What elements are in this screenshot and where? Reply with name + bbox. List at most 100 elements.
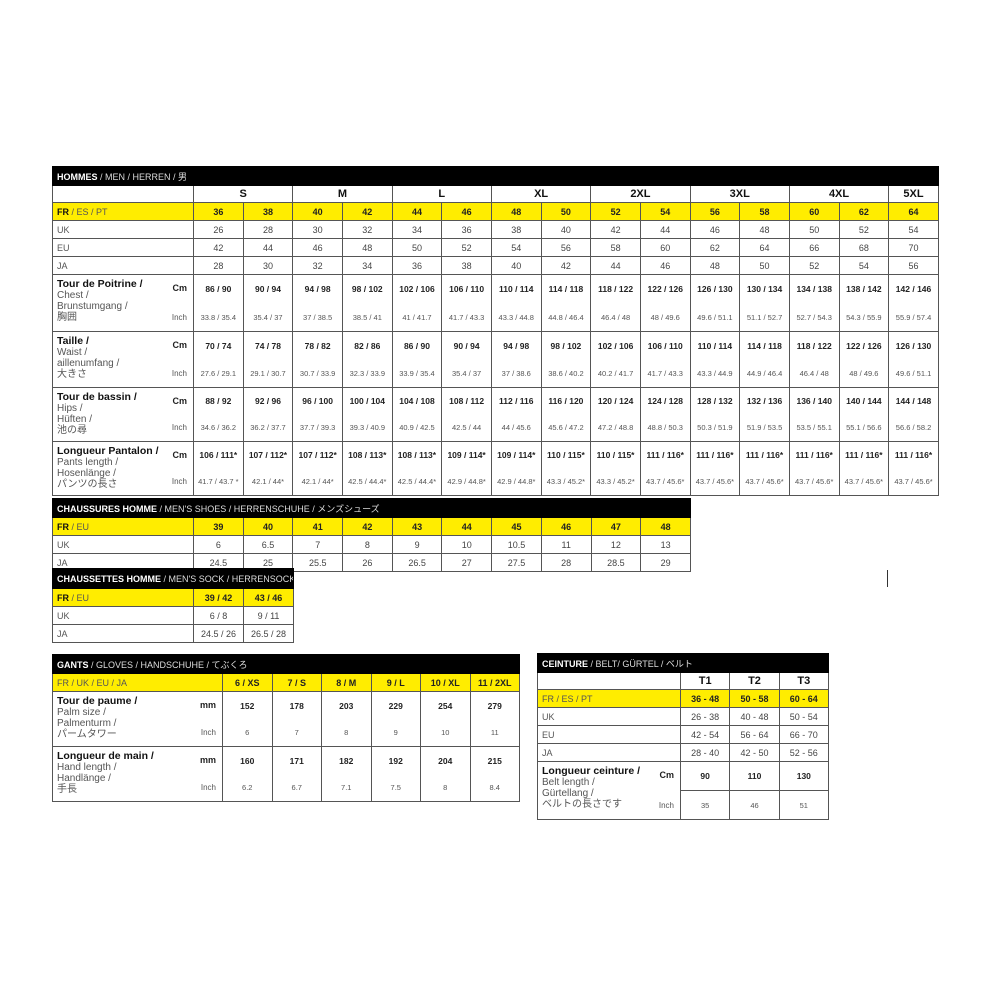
size-label: 2XL [590, 185, 691, 203]
size-cell: 66 - 70 [778, 725, 829, 744]
measure-name-line: Gürtellang / [542, 788, 594, 799]
measure-name-line: Hosenlänge / [57, 468, 116, 479]
measure-cell: 112 / 116 [490, 387, 542, 415]
size-row: FR / ES / PT 36 - 48 50 - 58 60 - 64 [537, 689, 829, 708]
row-label-rest: UK [57, 610, 70, 621]
measure-cell-inch: 49.6 / 51.1 [689, 303, 741, 332]
size-cell: 28 [242, 220, 294, 239]
measure-name-line: Hips / [57, 403, 83, 414]
size-cell: 42 [590, 220, 641, 239]
measure-cell-inch: 51 [778, 790, 829, 820]
measure-name-line: 池の尋 [57, 425, 87, 436]
size-cell: 7 / S [271, 673, 322, 692]
measure-cell-inch: 40.9 / 42.5 [391, 414, 443, 442]
row-label: FR / EU [52, 588, 194, 607]
size-row: FR / ES / PT 36 38 40 42 44 46 48 50 52 54 56 58 60 62… [52, 202, 939, 221]
measure-name-line: Hüften / [57, 414, 93, 425]
size-cell: 7 [292, 535, 344, 554]
row-label-rest: JA [57, 628, 68, 639]
size-cell: 39 [193, 517, 244, 536]
row-label: UK [537, 707, 681, 726]
size-cell: 54 [639, 202, 691, 221]
measure-row: Longueur Pantalon / Pants length / Hosenlä… [52, 441, 939, 496]
unit-label: mm [199, 700, 216, 710]
size-cell: 60 - 64 [778, 689, 829, 708]
size-cell: 52 [590, 202, 641, 221]
measure-cell: 74 / 78 [242, 331, 294, 360]
measure-cell: 130 [778, 761, 829, 791]
measure-row: Longueur ceinture / Belt length / Gürtella… [537, 761, 829, 820]
measure-cell-inch: 42.9 / 44.8* [490, 468, 542, 496]
measure-name-line: Longueur ceinture / [542, 765, 641, 777]
measure-name-line: 手長 [57, 784, 77, 795]
size-cell: 48 [689, 256, 741, 275]
measure-cell: 126 / 130 [689, 274, 741, 303]
size-row: JA 24.5 25 25.5 26 26.5 27 27.5 28 28.5 29 [52, 553, 692, 572]
measure-cell: 90 / 94 [242, 274, 294, 303]
size-cell: 10 / XL [420, 673, 471, 692]
measure-cell: 106 / 111* [193, 441, 244, 469]
size-cell: 46 [639, 256, 691, 275]
unit-label: Inch [171, 369, 187, 378]
row-label-rest: EU [542, 729, 555, 740]
measure-cell: 104 / 108 [391, 387, 443, 415]
measure-cell-inch: 56.6 / 58.2 [888, 414, 939, 442]
measure-cell-inch: 42.1 / 44* [242, 468, 294, 496]
measure-row-inch: 6.2 6.7 7.1 7.5 8 8.4 [53, 774, 520, 802]
measure-cell-inch: 7.5 [370, 774, 421, 802]
measure-name-line: 胸囲 [57, 312, 77, 323]
measure-cell-inch: 54.3 / 55.9 [838, 303, 890, 332]
measure-cell: 128 / 132 [689, 387, 741, 415]
size-cell: 54 [838, 256, 890, 275]
size-cell: 36 - 48 [679, 689, 731, 708]
measure-cell: 215 [469, 746, 520, 774]
size-cell: 50 [391, 238, 443, 257]
measure-cell-inch: 43.7 / 45.6* [739, 468, 790, 496]
size-label: M [292, 185, 393, 203]
measure-cell: 107 / 112* [292, 441, 343, 469]
measure-cell-inch: 44 / 45.6 [490, 414, 542, 442]
size-header-row: S M L XL 2XL 3XL 4XL 5XL [52, 185, 939, 203]
measure-cell: 94 / 98 [490, 331, 542, 360]
size-cell: 50 [788, 220, 840, 239]
measure-cell-inch: 42.5 / 44.4* [341, 468, 393, 496]
size-row: UK 26 - 38 40 - 48 50 - 54 [537, 707, 829, 726]
measure-cell-inch: 34.6 / 36.2 [193, 414, 244, 442]
measure-cell-inch: 37 / 38.6 [490, 359, 542, 388]
size-cell: 52 [441, 238, 492, 257]
measure-row: Longueur de main / Hand length / Handlänge… [52, 746, 520, 802]
size-cell: 28 [193, 256, 244, 275]
measure-cell: 126 / 130 [888, 331, 939, 360]
title-rest: / MEN'S SOCK / HERRENSOCKE / メンズソックス [163, 574, 293, 584]
title-rest: / MEN / HERREN / 男 [97, 171, 188, 182]
size-cell: 26 [342, 553, 393, 572]
measure-cell-inch: 6.7 [271, 774, 322, 802]
measure-row-inch: 34.6 / 36.2 36.2 / 37.7 37.7 / 39.3 39.3 / … [53, 414, 939, 442]
measure-cell: 111 / 116* [739, 441, 790, 469]
measure-cell-inch: 35.4 / 37 [441, 359, 492, 388]
measure-cell: 90 / 94 [441, 331, 492, 360]
measure-cell: 98 / 102 [341, 274, 393, 303]
size-cell: 44 [242, 238, 294, 257]
measure-cell-inch: 43.3 / 45.2* [590, 468, 641, 496]
measure-cell: 111 / 116* [689, 441, 741, 469]
size-cell: 36 [391, 256, 443, 275]
measure-cell-inch: 53.5 / 55.1 [788, 414, 840, 442]
measure-cell-inch: 36.2 / 37.7 [242, 414, 294, 442]
measure-cell: 102 / 106 [391, 274, 443, 303]
measure-name-line: Pants length / [57, 457, 119, 468]
measure-cell-inch: 55.1 / 56.6 [838, 414, 890, 442]
size-row: FR / EU 39 / 42 43 / 46 [52, 588, 295, 607]
measure-cell-inch: 43.3 / 45.2* [540, 468, 592, 496]
measure-cell-inch: 43.7 / 45.6* [639, 468, 691, 496]
measure-cell-inch: 42.5 / 44 [441, 414, 492, 442]
measure-cell: 160 [222, 746, 273, 774]
size-cell: 62 [838, 202, 890, 221]
size-cell: 40 [292, 202, 343, 221]
measure-cell-inch: 41.7 / 43.3 [639, 359, 691, 388]
unit-label: Inch [200, 728, 216, 737]
size-label: XL [490, 185, 592, 203]
measure-label: Taille / Waist / aillenumfang / 大きさ Cm Inch [52, 331, 194, 388]
unit-label: Inch [658, 801, 674, 810]
